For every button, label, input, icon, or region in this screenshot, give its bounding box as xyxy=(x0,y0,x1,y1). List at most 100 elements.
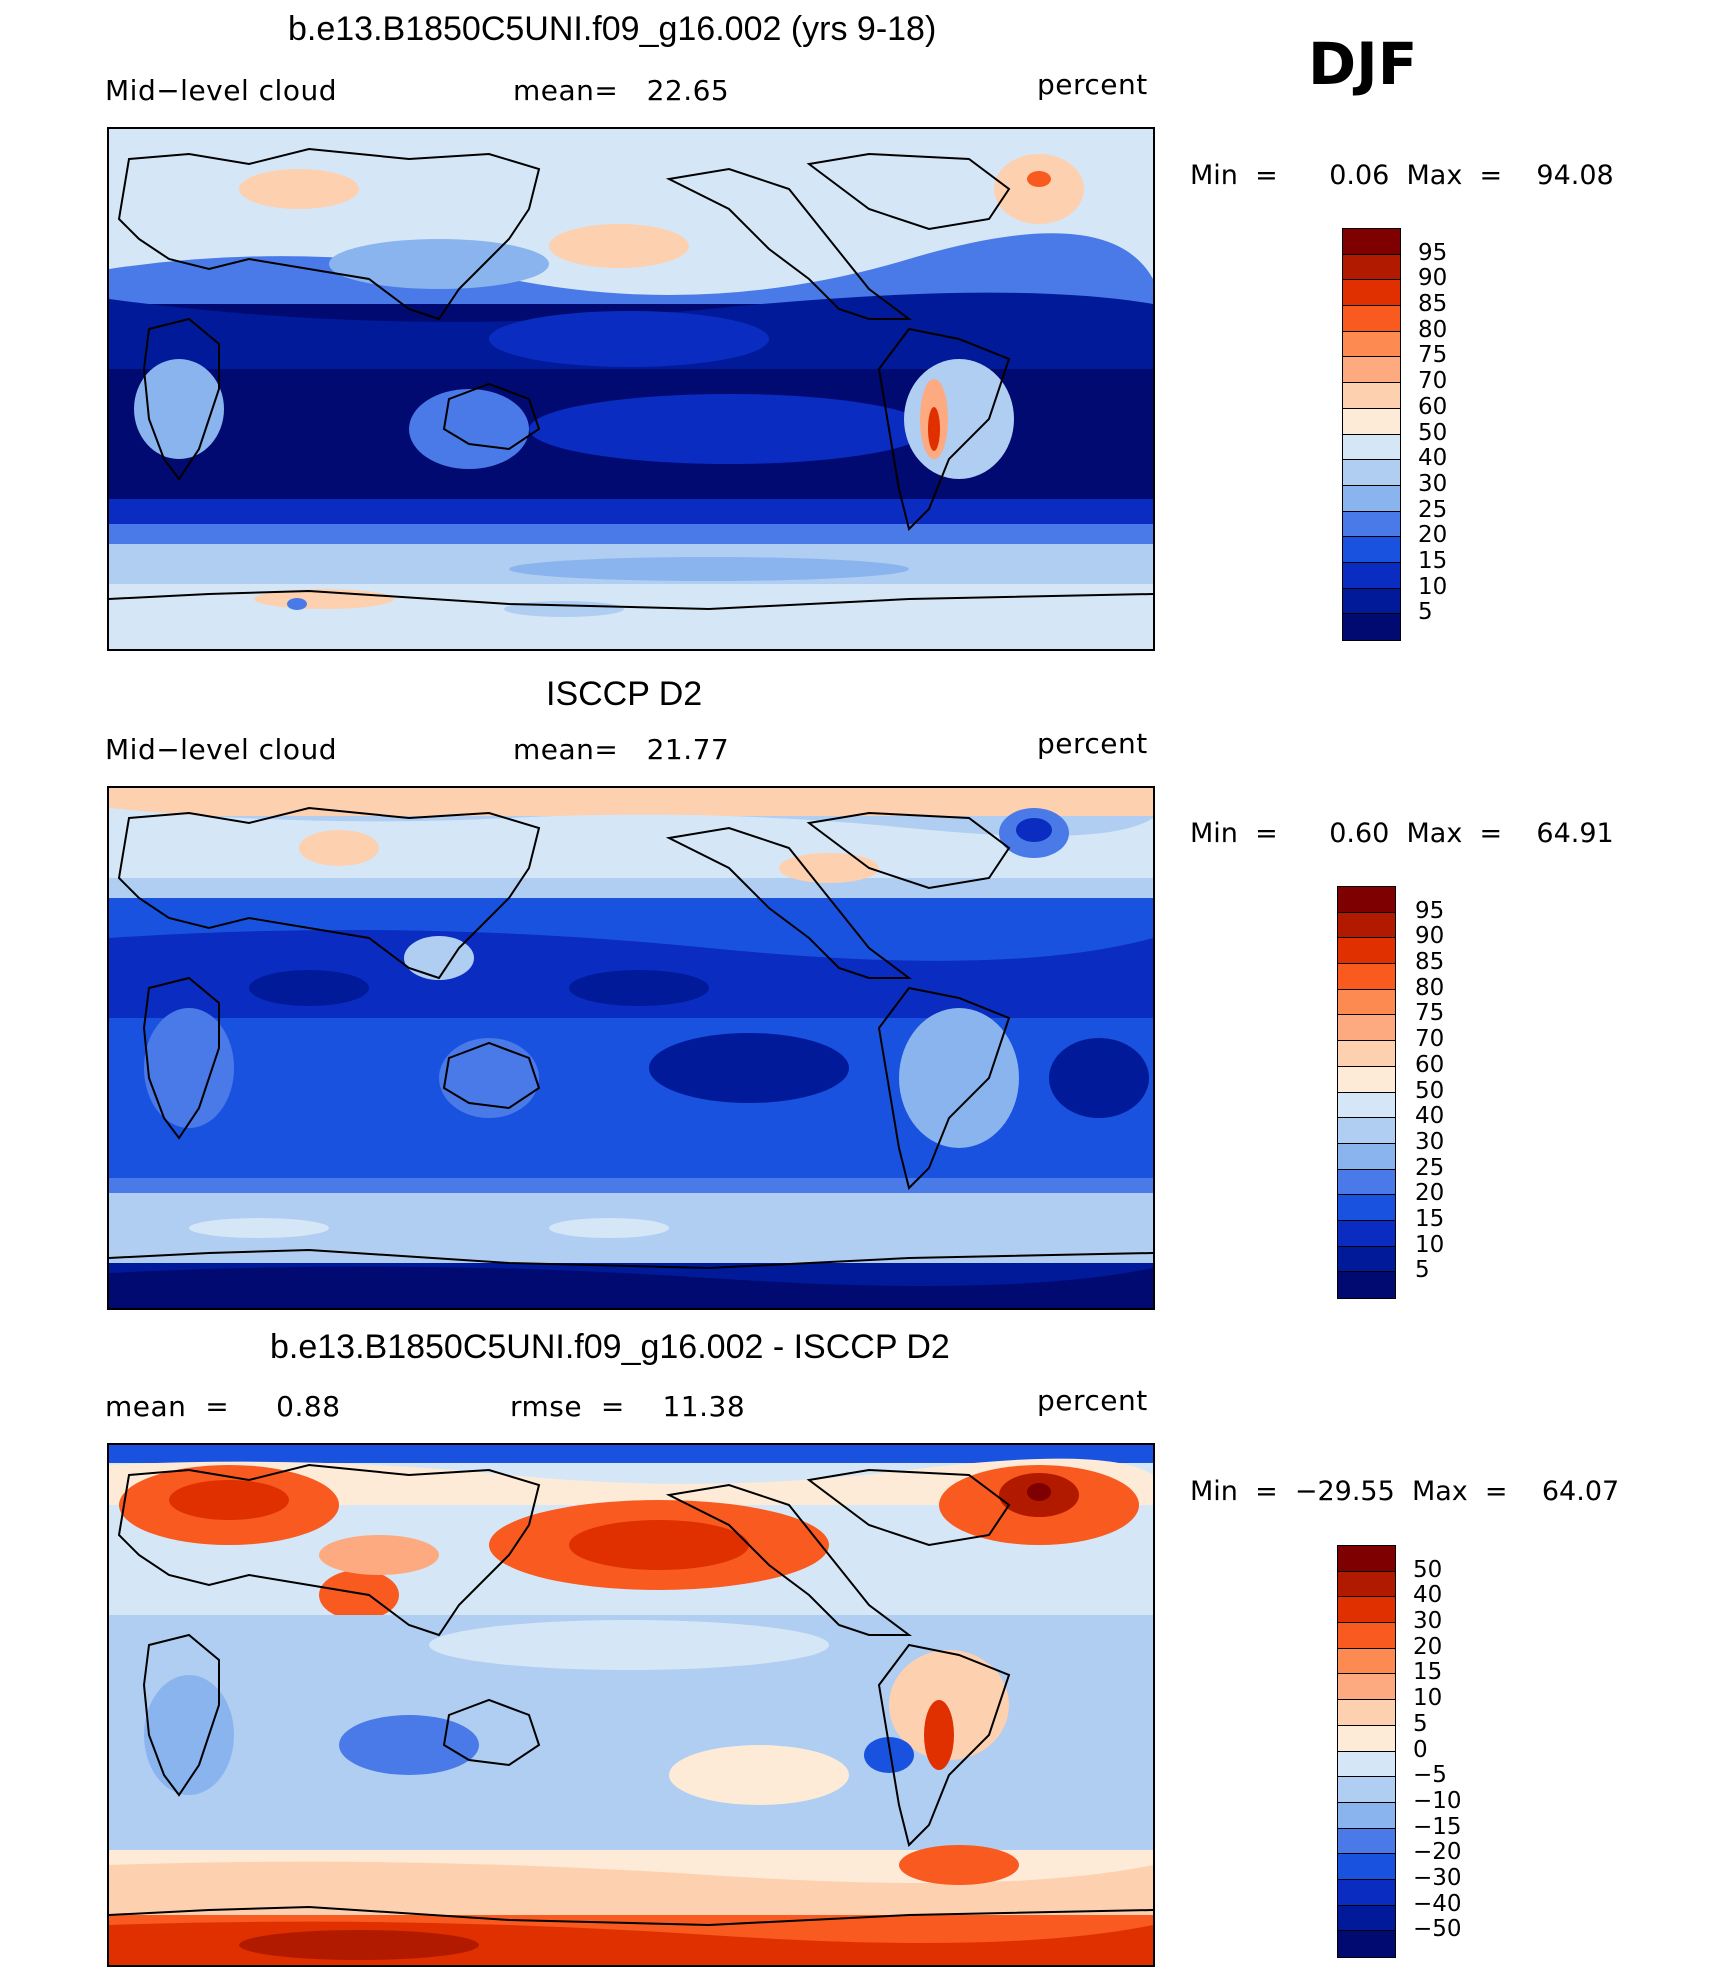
colorbar-segment xyxy=(1338,1802,1395,1829)
panel-3-units-label: percent xyxy=(1037,1384,1148,1417)
colorbar-tick-label: 50 xyxy=(1413,1556,1443,1583)
colorbar-segment xyxy=(1338,1828,1395,1855)
colorbar-tick-label: 30 xyxy=(1415,1128,1445,1155)
colorbar-tick-label: 50 xyxy=(1418,419,1448,446)
panel-3-minmax: Min = −29.55 Max = 64.07 xyxy=(1190,1476,1620,1507)
colorbar-tick-label: 0 xyxy=(1413,1736,1428,1763)
colorbar-segment xyxy=(1338,1674,1395,1701)
colorbar-segment xyxy=(1343,511,1400,538)
colorbar-segment xyxy=(1343,254,1400,281)
colorbar-tick-label: −5 xyxy=(1413,1762,1447,1789)
colorbar-segment xyxy=(1338,1725,1395,1752)
panel-3-rmse-label: rmse = 11.38 xyxy=(510,1390,746,1423)
panel-1-map xyxy=(107,127,1155,651)
colorbar-tick-label: 15 xyxy=(1418,547,1448,574)
panel-1-coastlines xyxy=(109,147,1153,611)
colorbar-tick-label: 95 xyxy=(1415,897,1445,924)
colorbar-segment xyxy=(1338,1879,1395,1906)
colorbar-segment xyxy=(1343,408,1400,435)
colorbar-tick-label: 5 xyxy=(1418,599,1433,626)
colorbar-tick-label: 25 xyxy=(1418,496,1448,523)
colorbar-tick-label: 20 xyxy=(1413,1633,1443,1660)
colorbar-segment xyxy=(1338,1041,1395,1067)
colorbar-tick-label: 75 xyxy=(1415,1000,1445,1027)
colorbar-segment xyxy=(1338,1015,1395,1042)
colorbar-tick-label: 80 xyxy=(1418,316,1448,343)
panel-3-coastlines xyxy=(109,1463,1153,1927)
colorbar-segment xyxy=(1338,1546,1395,1572)
season-label: DJF xyxy=(1308,30,1418,98)
panel-1-variable-label: Mid−level cloud xyxy=(105,74,337,107)
colorbar-segment xyxy=(1338,1648,1395,1675)
colorbar-segment xyxy=(1338,1092,1395,1119)
panel-2-mean-label: mean= 21.77 xyxy=(513,733,730,766)
colorbar-segment xyxy=(1343,383,1400,409)
colorbar-segment xyxy=(1338,1272,1395,1298)
colorbar-tick-label: 60 xyxy=(1418,393,1448,420)
colorbar-tick-label: 85 xyxy=(1415,949,1445,976)
colorbar-tick-label: −20 xyxy=(1413,1839,1462,1866)
panel-2-coastlines xyxy=(109,806,1153,1270)
colorbar-tick-label: 85 xyxy=(1418,291,1448,318)
colorbar-tick-label: 20 xyxy=(1418,522,1448,549)
colorbar-segment xyxy=(1343,485,1400,512)
colorbar-tick-label: 90 xyxy=(1418,265,1448,292)
colorbar-segment xyxy=(1343,460,1400,486)
colorbar-segment xyxy=(1338,1751,1395,1778)
colorbar-segment xyxy=(1338,1854,1395,1880)
colorbar-tick-label: 10 xyxy=(1415,1231,1445,1258)
panel-2-colorbar xyxy=(1337,886,1396,1299)
colorbar-tick-label: 40 xyxy=(1418,445,1448,472)
colorbar-segment xyxy=(1338,1246,1395,1273)
colorbar-tick-label: 5 xyxy=(1413,1710,1428,1737)
colorbar-segment xyxy=(1343,331,1400,358)
colorbar-segment xyxy=(1343,280,1400,307)
colorbar-segment xyxy=(1338,1700,1395,1726)
colorbar-tick-label: 10 xyxy=(1413,1685,1443,1712)
panel-3-mean-label: mean = 0.88 xyxy=(105,1390,341,1423)
colorbar-segment xyxy=(1343,357,1400,384)
colorbar-tick-label: 95 xyxy=(1418,239,1448,266)
colorbar-segment xyxy=(1338,1143,1395,1170)
panel-2-units-label: percent xyxy=(1037,727,1148,760)
colorbar-segment xyxy=(1338,1905,1395,1932)
colorbar-tick-label: 70 xyxy=(1415,1026,1445,1053)
colorbar-tick-label: −10 xyxy=(1413,1787,1462,1814)
panel-2-title: ISCCP D2 xyxy=(546,675,703,713)
colorbar-segment xyxy=(1343,306,1400,332)
colorbar-tick-label: 15 xyxy=(1415,1205,1445,1232)
panel-2-map-field xyxy=(109,788,1153,1308)
colorbar-segment xyxy=(1338,1169,1395,1196)
colorbar-segment xyxy=(1338,1931,1395,1957)
colorbar-segment xyxy=(1343,614,1400,640)
colorbar-tick-label: −15 xyxy=(1413,1813,1462,1840)
colorbar-segment xyxy=(1338,964,1395,990)
colorbar-tick-label: 80 xyxy=(1415,974,1445,1001)
colorbar-segment xyxy=(1338,989,1395,1016)
colorbar-segment xyxy=(1338,1195,1395,1221)
panel-3-map-field xyxy=(109,1445,1153,1965)
panel-1-mean-label: mean= 22.65 xyxy=(513,74,730,107)
colorbar-segment xyxy=(1338,1623,1395,1649)
colorbar-tick-label: −50 xyxy=(1413,1916,1462,1943)
colorbar-tick-label: −30 xyxy=(1413,1864,1462,1891)
colorbar-segment xyxy=(1338,1118,1395,1144)
panel-1-title: b.e13.B1850C5UNI.f09_g16.002 (yrs 9-18) xyxy=(288,10,937,48)
colorbar-tick-label: 30 xyxy=(1413,1608,1443,1635)
colorbar-segment xyxy=(1343,434,1400,461)
colorbar-tick-label: 60 xyxy=(1415,1051,1445,1078)
colorbar-segment xyxy=(1338,912,1395,939)
colorbar-tick-label: 20 xyxy=(1415,1180,1445,1207)
colorbar-segment xyxy=(1338,938,1395,965)
panel-2-minmax: Min = 0.60 Max = 64.91 xyxy=(1190,818,1614,849)
panel-1-colorbar xyxy=(1342,228,1401,641)
panel-3-colorbar xyxy=(1337,1545,1396,1958)
colorbar-segment xyxy=(1338,1220,1395,1247)
panel-1-units-label: percent xyxy=(1037,68,1148,101)
panel-3-title: b.e13.B1850C5UNI.f09_g16.002 - ISCCP D2 xyxy=(270,1328,950,1366)
colorbar-tick-label: 90 xyxy=(1415,923,1445,950)
panel-3-map xyxy=(107,1443,1155,1967)
panel-2-variable-label: Mid−level cloud xyxy=(105,733,337,766)
colorbar-tick-label: 25 xyxy=(1415,1154,1445,1181)
colorbar-tick-label: 40 xyxy=(1413,1582,1443,1609)
